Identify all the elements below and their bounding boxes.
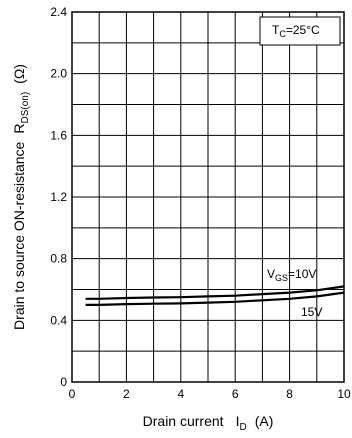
series-line-15v	[85, 291, 345, 306]
series-label-10v: VGS=10V	[267, 267, 316, 283]
chart-series	[85, 285, 345, 306]
condition-note: TC=25°C	[272, 23, 320, 39]
x-tick-label: 8	[286, 387, 293, 401]
tick-labels: 0 2 4 6 8 10 0 0.4 0.8 1.2 1.6 2.0 2.4	[50, 5, 351, 401]
x-axis-label: Drain current ID (A)	[143, 413, 274, 433]
series-label-15v: 15V	[301, 305, 322, 319]
y-tick-label: 0.8	[50, 252, 67, 266]
y-tick-label: 1.2	[50, 190, 67, 204]
plot-frame	[71, 11, 345, 383]
y-tick-label: 1.6	[50, 128, 67, 142]
condition-note-box	[259, 16, 341, 46]
x-tick-label: 6	[232, 387, 239, 401]
y-axis-label: Drain to source ON-resistanceRDS(on)(Ω)	[11, 64, 31, 330]
x-tick-label: 0	[69, 387, 76, 401]
x-tick-label: 10	[337, 387, 351, 401]
y-tick-label: 2.0	[50, 67, 67, 81]
series-line-10v	[85, 285, 345, 300]
x-tick-label: 4	[177, 387, 184, 401]
y-tick-label: 2.4	[50, 5, 67, 19]
y-tick-label: 0	[60, 375, 67, 389]
x-tick-label: 2	[123, 387, 130, 401]
y-tick-label: 0.4	[50, 313, 67, 327]
chart-grid	[72, 12, 344, 382]
